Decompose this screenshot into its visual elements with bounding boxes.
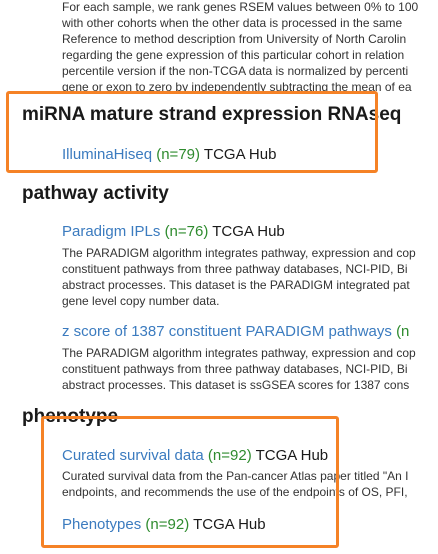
dataset-description-line: Curated survival data from the Pan-cance…: [62, 469, 409, 483]
intro-description-line: regarding the gene expression of this pa…: [62, 48, 405, 62]
section-title-mirna: miRNA mature strand expression RNAseq: [22, 104, 402, 125]
dataset-hub-label: TCGA Hub: [255, 447, 329, 464]
dataset-link-curated-survival[interactable]: Curated survival data: [62, 447, 204, 464]
section-title-phenotype: phenotype: [22, 406, 119, 427]
dataset-link-zscore-paradigm[interactable]: z score of 1387 constituent PARADIGM pat…: [62, 323, 392, 340]
dataset-row-zscore-paradigm: z score of 1387 constituent PARADIGM pat…: [62, 323, 409, 340]
dataset-description-line: gene level copy number data.: [62, 294, 220, 308]
dataset-link-phenotypes[interactable]: Phenotypes: [62, 516, 142, 533]
dataset-link-illuminahiseq[interactable]: IlluminaHiseq: [62, 146, 153, 163]
dataset-link-paradigm-ipls[interactable]: Paradigm IPLs: [62, 223, 161, 240]
dataset-description-line: endpoints, and recommends the use of the…: [62, 485, 408, 499]
section-title-pathway-activity: pathway activity: [22, 183, 169, 204]
dataset-description-line: abstract processes. This dataset is the …: [62, 278, 410, 292]
dataset-hub-label: TCGA Hub: [212, 223, 285, 240]
intro-description-line: For each sample, we rank genes RSEM valu…: [62, 0, 419, 14]
dataset-sample-count: (n=92): [207, 447, 252, 464]
intro-description-line: with other cohorts when the other data i…: [62, 16, 403, 30]
dataset-sample-count: (n=79): [156, 146, 200, 163]
dataset-row-phenotypes: Phenotypes (n=92) TCGA Hub: [62, 516, 266, 533]
intro-description-line: Reference to method description from Uni…: [62, 32, 407, 46]
dataset-sample-count: (n=92): [145, 516, 190, 533]
dataset-hub-label: TCGA Hub: [193, 516, 266, 533]
dataset-sample-count: (n=76): [164, 223, 209, 240]
dataset-row-curated-survival: Curated survival data (n=92) TCGA Hub: [62, 447, 328, 464]
intro-description-line: percentile version if the non-TCGA data …: [62, 64, 409, 78]
dataset-description-line: The PARADIGM algorithm integrates pathwa…: [62, 246, 416, 260]
dataset-hub-label: TCGA Hub: [203, 146, 277, 163]
intro-description-line: gene or exon to zero by independently su…: [62, 80, 412, 94]
dataset-description-line: constituent pathways from three pathway …: [62, 262, 408, 276]
dataset-description-line: constituent pathways from three pathway …: [62, 362, 408, 376]
dataset-row-illuminahiseq: IlluminaHiseq (n=79) TCGA Hub: [62, 146, 276, 163]
dataset-description-line: The PARADIGM algorithm integrates pathwa…: [62, 346, 416, 360]
dataset-sample-count: (n: [396, 323, 410, 340]
dataset-row-paradigm-ipls: Paradigm IPLs (n=76) TCGA Hub: [62, 223, 285, 240]
dataset-description-line: abstract processes. This dataset is ssGS…: [62, 378, 410, 392]
